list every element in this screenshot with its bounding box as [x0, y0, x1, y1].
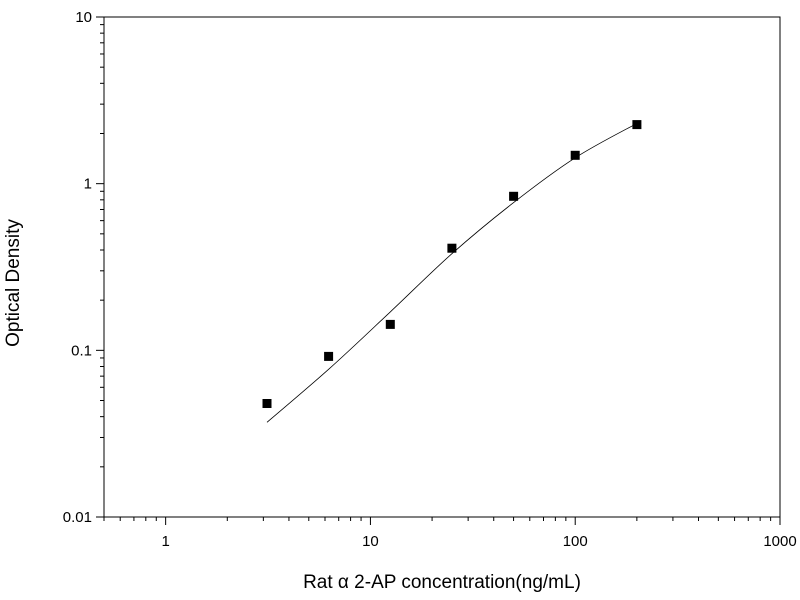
ticks — [96, 16, 781, 525]
fit-curve — [266, 123, 638, 423]
data-point-marker — [262, 399, 272, 408]
fit-curve-line — [266, 123, 638, 423]
data-point-marker — [385, 319, 395, 329]
y-axis-title: Optical Density — [3, 219, 24, 347]
data-point-marker — [447, 243, 457, 253]
x-tick-label: 10 — [362, 533, 379, 550]
y-tick-label: 0.01 — [63, 509, 92, 526]
data-point-marker — [570, 150, 580, 160]
y-tick-label: 10 — [75, 9, 92, 26]
data-markers — [262, 120, 642, 408]
data-point-marker — [324, 351, 334, 361]
y-tick-label: 0.1 — [71, 342, 92, 359]
x-tick-label: 1000 — [763, 533, 796, 550]
axes — [103, 16, 781, 518]
data-point-marker — [632, 120, 642, 130]
data-point-marker — [509, 191, 519, 201]
x-axis-title: Rat α 2-AP concentration(ng/mL) — [303, 572, 581, 593]
plot-frame — [103, 16, 781, 518]
y-tick-label: 1 — [84, 176, 92, 193]
x-tick-label: 1 — [161, 533, 169, 550]
tick-labels: 1 10 100 1000 0.01 0.1 1 10 — [63, 9, 797, 550]
x-tick-label: 100 — [563, 533, 588, 550]
